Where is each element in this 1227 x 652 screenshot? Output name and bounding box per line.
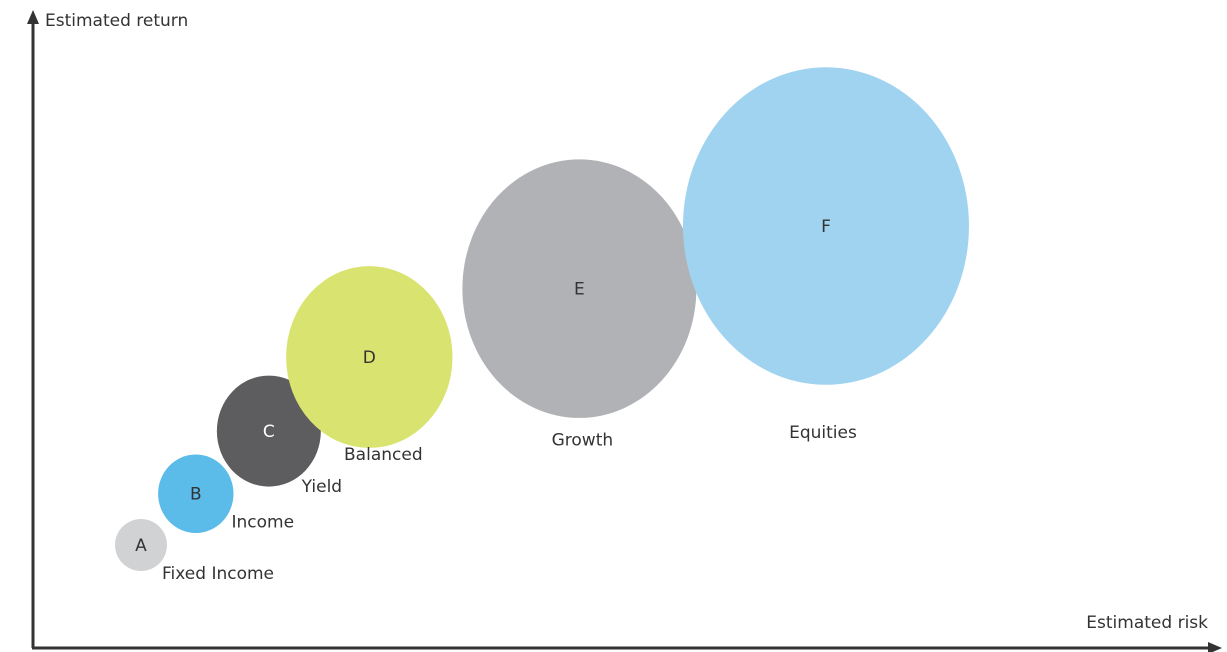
y-axis-arrow [27,10,39,24]
axes: Estimated return Estimated risk [27,10,1222,652]
bubbles: A Fixed Income B Income C Yield D Balanced E Grow… [115,67,969,584]
bubble-a [115,519,167,571]
bubble-letter-f: F [821,217,831,237]
bubble-b [158,454,234,534]
bubble-letter-d: D [363,348,376,368]
bubble-e [462,159,697,418]
x-axis-label: Estimated risk [1086,613,1208,633]
bubble-letter-b: B [190,485,202,505]
bubble-c [216,375,321,487]
bubble-name-a: Fixed Income [162,564,274,584]
bubble-name-b: Income [232,513,295,533]
bubble-letter-c: C [263,422,275,442]
bubble-name-e: Growth [552,431,614,451]
bubble-name-f: Equities [789,423,857,443]
bubble-name-c: Yield [301,477,342,497]
bubble-name-d: Balanced [344,445,423,465]
bubble-letter-a: A [135,536,147,556]
y-axis-label: Estimated return [45,11,188,31]
x-axis-arrow [1208,642,1222,652]
bubble-f [682,67,969,385]
bubble-letter-e: E [574,280,585,300]
bubble-d [286,266,453,448]
